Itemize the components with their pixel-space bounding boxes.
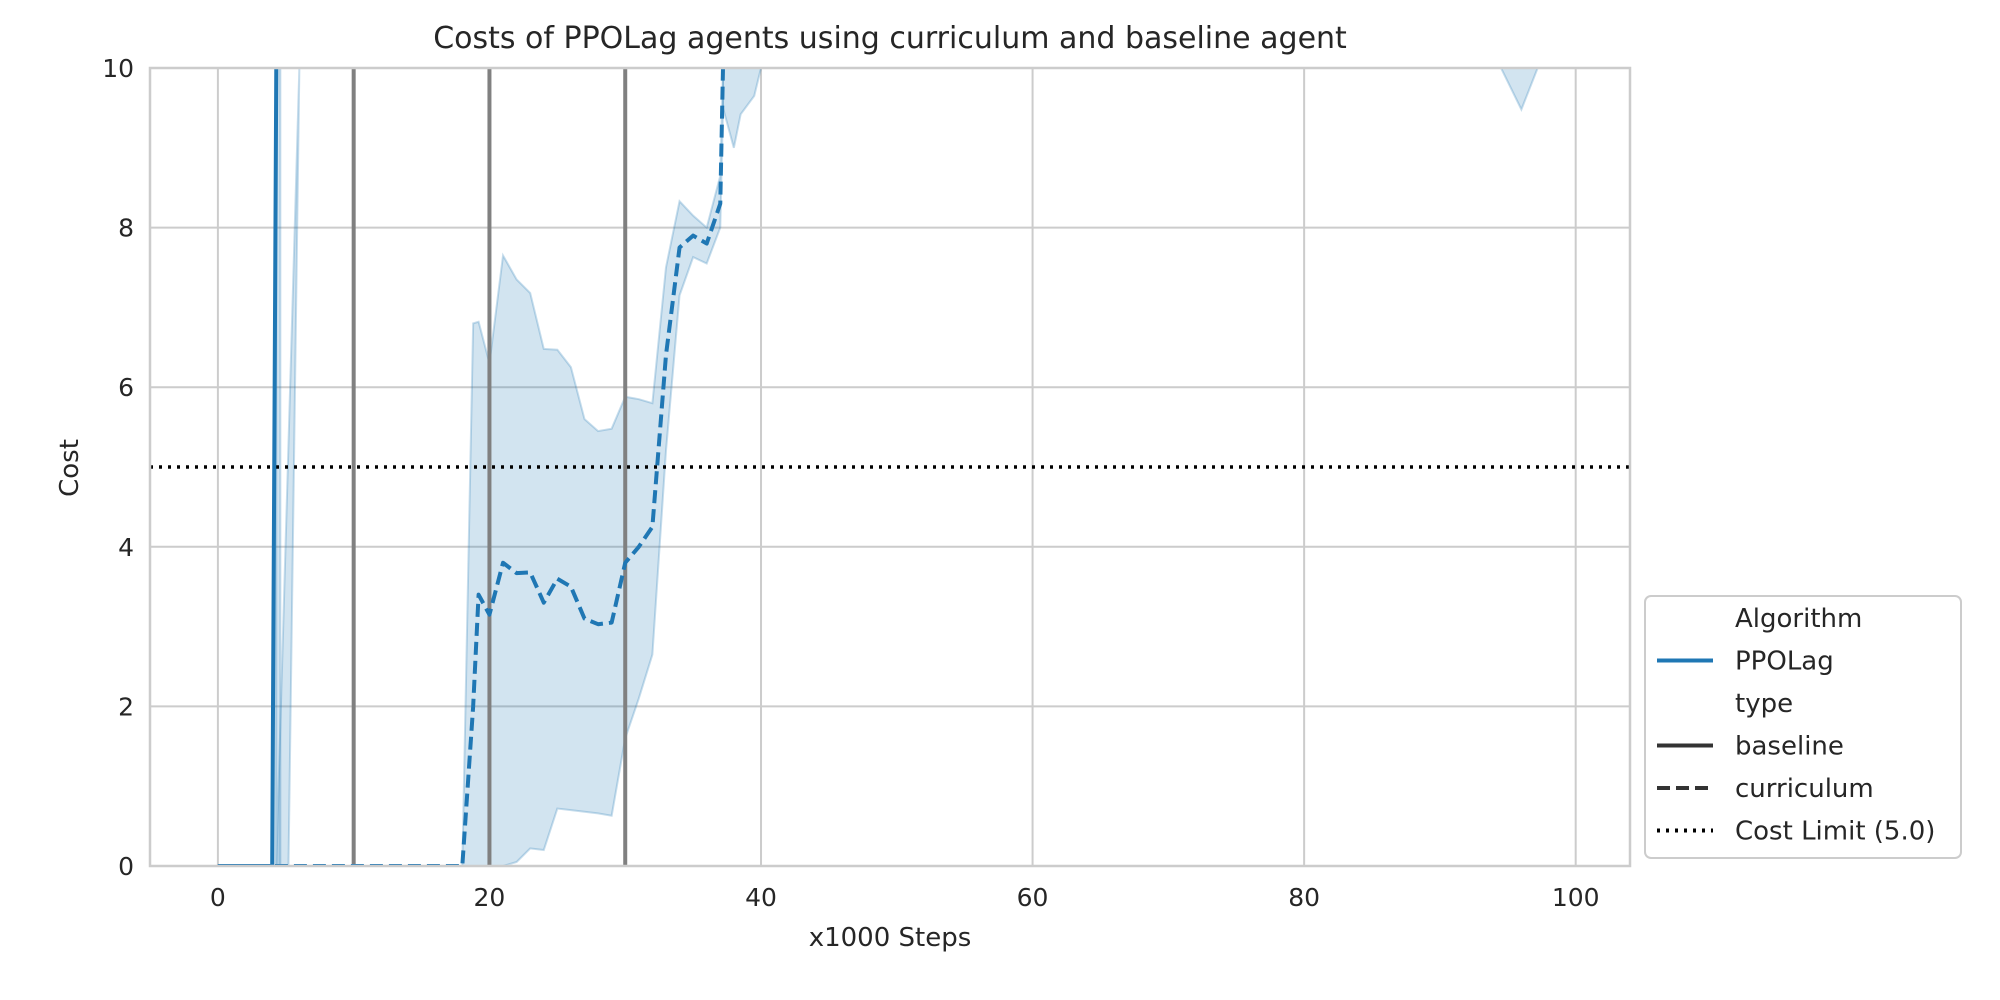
y-tick-label: 10 (102, 54, 134, 83)
series-lines (217, 68, 725, 866)
x-tick-label: 60 (1017, 883, 1049, 912)
legend-label: type (1735, 689, 1793, 719)
legend-box (1644, 595, 1962, 859)
x-tick-label: 80 (1288, 883, 1320, 912)
x-tick-label: 0 (210, 883, 226, 912)
legend: Algorithm PPOLag type baseline curriculum Cos… (1644, 595, 1962, 859)
y-tick-label: 2 (118, 692, 134, 721)
confidence-band (721, 68, 763, 149)
curriculum-vertical-lines (351, 68, 628, 866)
x-tick-label: 40 (745, 883, 777, 912)
baseline-series-line (217, 68, 279, 866)
x-axis-label: x1000 Steps (809, 923, 972, 953)
curriculum-series-line (217, 68, 725, 866)
legend-label: baseline (1735, 732, 1844, 762)
plot-frame (148, 66, 1632, 868)
legend-label: Cost Limit (5.0) (1735, 817, 1935, 847)
y-tick-label: 6 (118, 373, 134, 402)
confidence-band (275, 68, 301, 866)
plot-border (148, 66, 1632, 868)
x-tick-label: 20 (474, 883, 506, 912)
chart-title: Costs of PPOLag agents using curriculum … (433, 21, 1347, 56)
confidence-band (1499, 68, 1539, 112)
x-tick-label: 100 (1552, 883, 1600, 912)
legend-label: curriculum (1735, 774, 1874, 804)
y-tick-label: 4 (118, 533, 134, 562)
y-axis-label: Cost (55, 439, 85, 497)
y-tick-label: 8 (118, 214, 134, 243)
legend-label: PPOLag (1735, 647, 1834, 677)
y-tick-label: 0 (118, 852, 134, 881)
x-axis-ticks: 0 20 40 60 80 100 (210, 883, 1600, 912)
y-axis-ticks: 0 2 4 6 8 10 (102, 54, 134, 881)
legend-label: Algorithm (1735, 604, 1862, 634)
